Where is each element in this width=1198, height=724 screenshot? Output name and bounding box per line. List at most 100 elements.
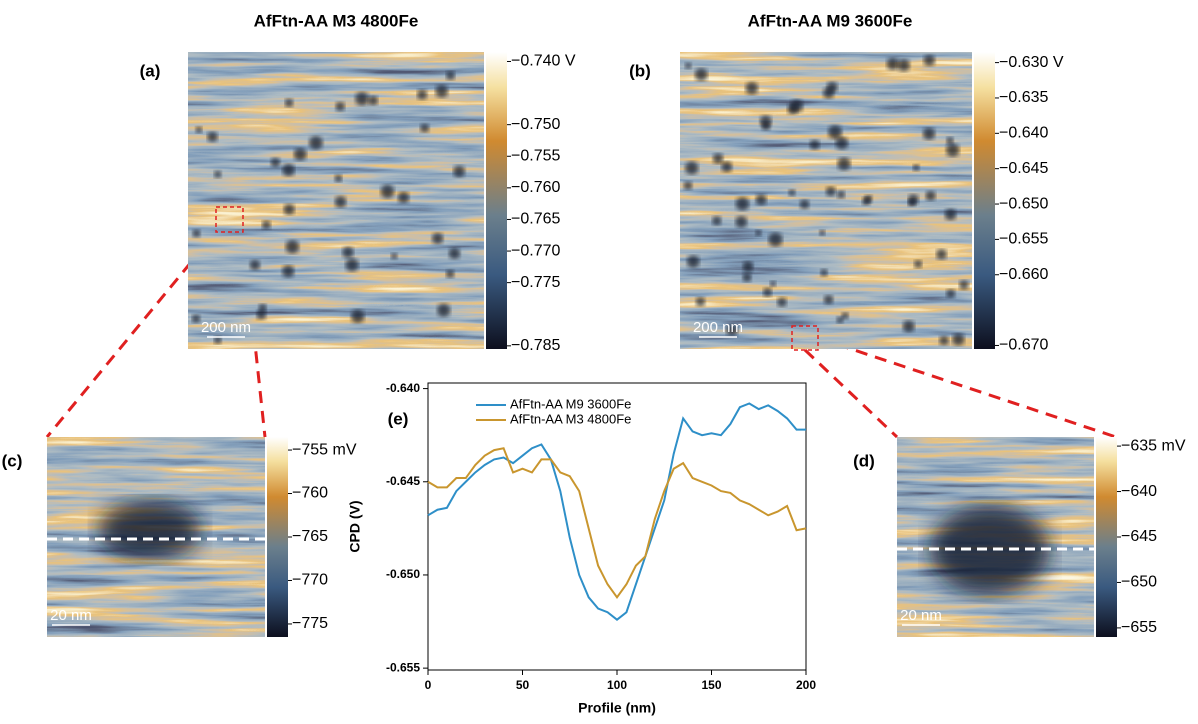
- x-axis-label: Profile (nm): [578, 700, 656, 716]
- scale-bar-label: 200 nm: [693, 319, 743, 336]
- pit: [912, 164, 920, 171]
- colorbar-tick-label: −765: [292, 528, 328, 545]
- colorbar-tick-label: −0.630 V: [999, 54, 1064, 71]
- colorbar: [974, 52, 995, 349]
- pit: [923, 127, 936, 140]
- pit: [799, 199, 810, 210]
- pit: [946, 289, 956, 299]
- panel-label: (b): [629, 61, 651, 80]
- pit: [345, 258, 359, 272]
- zoom-box: [215, 206, 244, 233]
- pit: [823, 87, 835, 99]
- pit: [397, 191, 410, 204]
- pit: [390, 252, 398, 260]
- pit: [293, 147, 307, 161]
- scale-bar-label: 200 nm: [201, 319, 251, 336]
- colorbar-tick-label: −0.775: [511, 274, 560, 291]
- pit: [761, 121, 771, 131]
- pit: [835, 136, 849, 150]
- x-tick-label: 200: [796, 678, 816, 692]
- pit: [735, 216, 748, 228]
- pit: [284, 98, 294, 108]
- pit: [825, 186, 836, 197]
- pit: [721, 161, 733, 173]
- pit: [342, 246, 354, 258]
- colorbar-tick-label: −0.750: [511, 116, 560, 133]
- colorbar-tick-label: −0.765: [511, 211, 560, 228]
- pit: [864, 195, 873, 204]
- pit: [777, 297, 787, 307]
- x-tick-label: 0: [425, 678, 432, 692]
- pit: [755, 194, 767, 206]
- pit: [334, 196, 347, 208]
- colorbar-tick-label: −0.635: [999, 89, 1048, 106]
- panel-title: AfFtn-AA M3 4800Fe: [254, 11, 419, 30]
- pit: [735, 197, 750, 211]
- pit: [437, 303, 451, 317]
- x-tick-label: 50: [516, 678, 530, 692]
- pit: [368, 95, 378, 106]
- pit: [283, 203, 295, 215]
- pit: [282, 163, 295, 177]
- pit: [930, 505, 1050, 595]
- pit: [923, 54, 935, 67]
- pit: [380, 184, 395, 199]
- pit: [335, 101, 345, 112]
- pit: [453, 165, 465, 178]
- pit: [309, 136, 323, 150]
- x-tick-label: 100: [607, 678, 627, 692]
- pit: [819, 229, 826, 236]
- colorbar-tick-label: −760: [292, 485, 328, 502]
- pit: [712, 216, 722, 226]
- scale-bar-label: 20 nm: [50, 607, 92, 624]
- pit: [256, 309, 267, 320]
- colorbar-tick-label: −0.670: [999, 337, 1048, 354]
- pit: [270, 157, 281, 168]
- colorbar-tick-label: −0.760: [511, 179, 560, 196]
- colorbar-tick-label: −0.640: [999, 125, 1048, 142]
- pit: [98, 500, 202, 560]
- pit: [432, 232, 444, 245]
- colorbar-tick-label: −0.755: [511, 147, 560, 164]
- pit: [417, 89, 428, 100]
- colorbar-tick-label: −0.785: [511, 337, 560, 354]
- colorbar-tick-label: −0.655: [999, 231, 1048, 248]
- features: [98, 500, 202, 560]
- pit: [446, 70, 455, 80]
- panel-label: (a): [140, 61, 161, 80]
- pit: [788, 189, 796, 197]
- pit: [769, 280, 777, 287]
- pit: [925, 190, 936, 201]
- pit: [809, 139, 820, 150]
- colorbar: [1096, 437, 1117, 637]
- pit: [841, 312, 849, 320]
- pit: [742, 272, 752, 282]
- pit: [285, 240, 300, 254]
- y-axis-label: CPD (V): [347, 500, 363, 552]
- colorbar-tick-label: −640: [1121, 483, 1157, 500]
- pit: [755, 229, 762, 237]
- pit: [355, 92, 369, 106]
- pit: [768, 232, 783, 247]
- pit: [207, 131, 218, 143]
- pit: [820, 268, 828, 277]
- pit: [195, 126, 203, 134]
- colorbar-tick-label: −0.770: [511, 242, 560, 259]
- pit: [249, 259, 261, 271]
- pit: [897, 59, 910, 72]
- pit: [334, 174, 343, 183]
- pit: [936, 249, 947, 260]
- pit: [214, 170, 222, 178]
- pit: [695, 297, 706, 307]
- y-tick-label: -0.650: [386, 567, 420, 581]
- pit: [946, 136, 954, 145]
- y-tick-label: -0.655: [386, 660, 420, 674]
- y-tick-label: -0.640: [386, 381, 420, 395]
- panel-label: (d): [853, 451, 875, 470]
- pit: [902, 320, 915, 333]
- colorbar-tick-label: −645: [1121, 528, 1157, 545]
- pit: [944, 208, 957, 221]
- panel-label: (e): [388, 409, 409, 428]
- pit: [694, 68, 708, 81]
